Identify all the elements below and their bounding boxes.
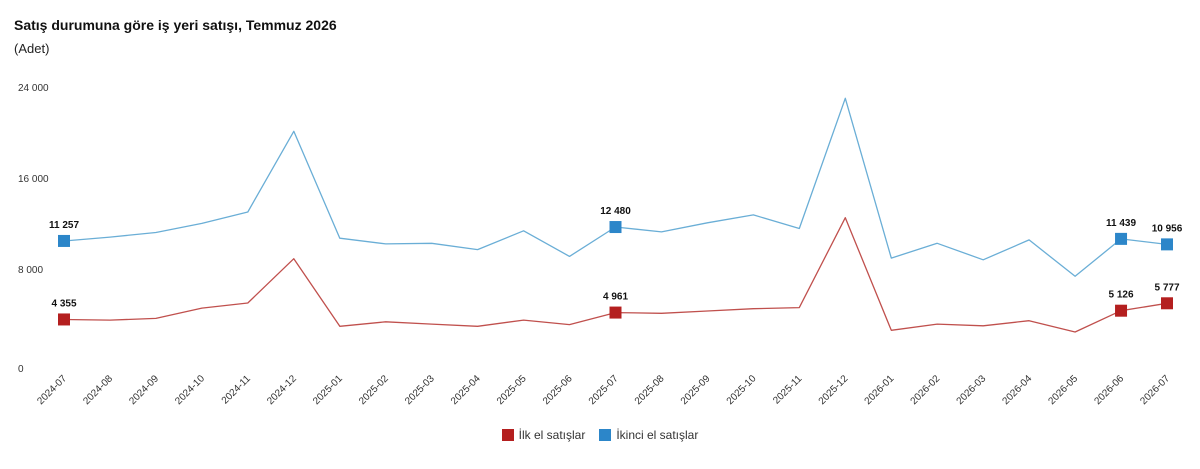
legend-swatch-first-hand <box>501 429 514 441</box>
x-tick-label: 2025-12 <box>817 373 851 407</box>
x-tick-label: 2024-11 <box>220 373 254 407</box>
x-tick-label: 2024-09 <box>127 373 161 407</box>
legend: İlk el satışlar İkinci el satışlar <box>0 428 1200 442</box>
x-tick-label: 2025-04 <box>449 373 483 407</box>
marker-layer: 4 355 4 961 5 126 5 777 11 257 12 480 11 439 10… <box>49 206 1183 326</box>
x-tick-label: 2026-01 <box>863 373 897 407</box>
data-label: 11 439 <box>1106 218 1136 229</box>
x-tick-label: 2025-08 <box>633 373 667 407</box>
legend-swatch-second-hand <box>599 429 612 441</box>
data-point-marker[interactable] <box>609 306 622 319</box>
x-tick-label: 2025-02 <box>357 373 391 407</box>
x-tick-label: 2025-09 <box>679 373 713 407</box>
x-tick-label: 2025-03 <box>403 373 437 407</box>
data-label: 4 355 <box>51 298 76 309</box>
x-tick-label: 2024-07 <box>35 373 69 407</box>
y-axis: 0 8 000 16 000 24 000 <box>18 83 49 375</box>
data-label: 5 777 <box>1154 282 1179 293</box>
data-point-marker[interactable] <box>1115 304 1128 317</box>
legend-label-first-hand: İlk el satışlar <box>518 428 586 442</box>
x-tick-label: 2025-07 <box>587 373 621 407</box>
data-point-marker[interactable] <box>1161 238 1173 251</box>
data-label: 5 126 <box>1109 290 1134 301</box>
data-label: 12 480 <box>600 206 631 217</box>
y-tick-label: 24 000 <box>18 83 49 94</box>
x-tick-label: 2025-11 <box>771 373 805 407</box>
x-tick-label: 2026-04 <box>1001 373 1035 407</box>
data-point-marker[interactable] <box>58 234 70 247</box>
data-label: 11 257 <box>49 220 79 231</box>
data-point-marker[interactable] <box>58 313 70 326</box>
x-tick-label: 2025-05 <box>495 373 529 407</box>
data-label: 4 961 <box>603 292 628 303</box>
y-tick-label: 16 000 <box>18 174 49 185</box>
x-tick-label: 2024-12 <box>265 373 299 407</box>
x-tick-label: 2026-07 <box>1138 373 1172 407</box>
x-axis: 2024-07 2024-08 2024-09 2024-10 2024-11 2024-… <box>35 373 1172 407</box>
x-tick-label: 2025-10 <box>725 373 759 407</box>
data-point-marker[interactable] <box>1115 232 1128 245</box>
y-tick-label: 0 <box>18 364 24 375</box>
x-tick-label: 2025-01 <box>311 373 345 407</box>
legend-item-second-hand[interactable]: İkinci el satışlar <box>599 428 698 442</box>
chart-title: Satış durumuna göre iş yeri satışı, Temm… <box>14 17 337 33</box>
legend-item-first-hand[interactable]: İlk el satışlar <box>501 428 586 442</box>
data-point-marker[interactable] <box>609 221 622 234</box>
legend-label-second-hand: İkinci el satışlar <box>616 428 699 442</box>
x-tick-label: 2026-02 <box>909 373 943 407</box>
x-tick-label: 2025-06 <box>541 373 575 407</box>
x-tick-label: 2026-03 <box>955 373 989 407</box>
x-tick-label: 2024-08 <box>81 373 115 407</box>
series-line-second-hand <box>63 97 1168 277</box>
chart-unit-label: (Adet) <box>14 41 50 56</box>
data-point-marker[interactable] <box>1161 297 1173 310</box>
x-tick-label: 2024-10 <box>173 373 207 407</box>
data-label: 10 956 <box>1152 223 1183 234</box>
x-tick-label: 2026-05 <box>1046 373 1080 407</box>
y-tick-label: 8 000 <box>18 265 43 276</box>
x-tick-label: 2026-06 <box>1092 373 1126 407</box>
